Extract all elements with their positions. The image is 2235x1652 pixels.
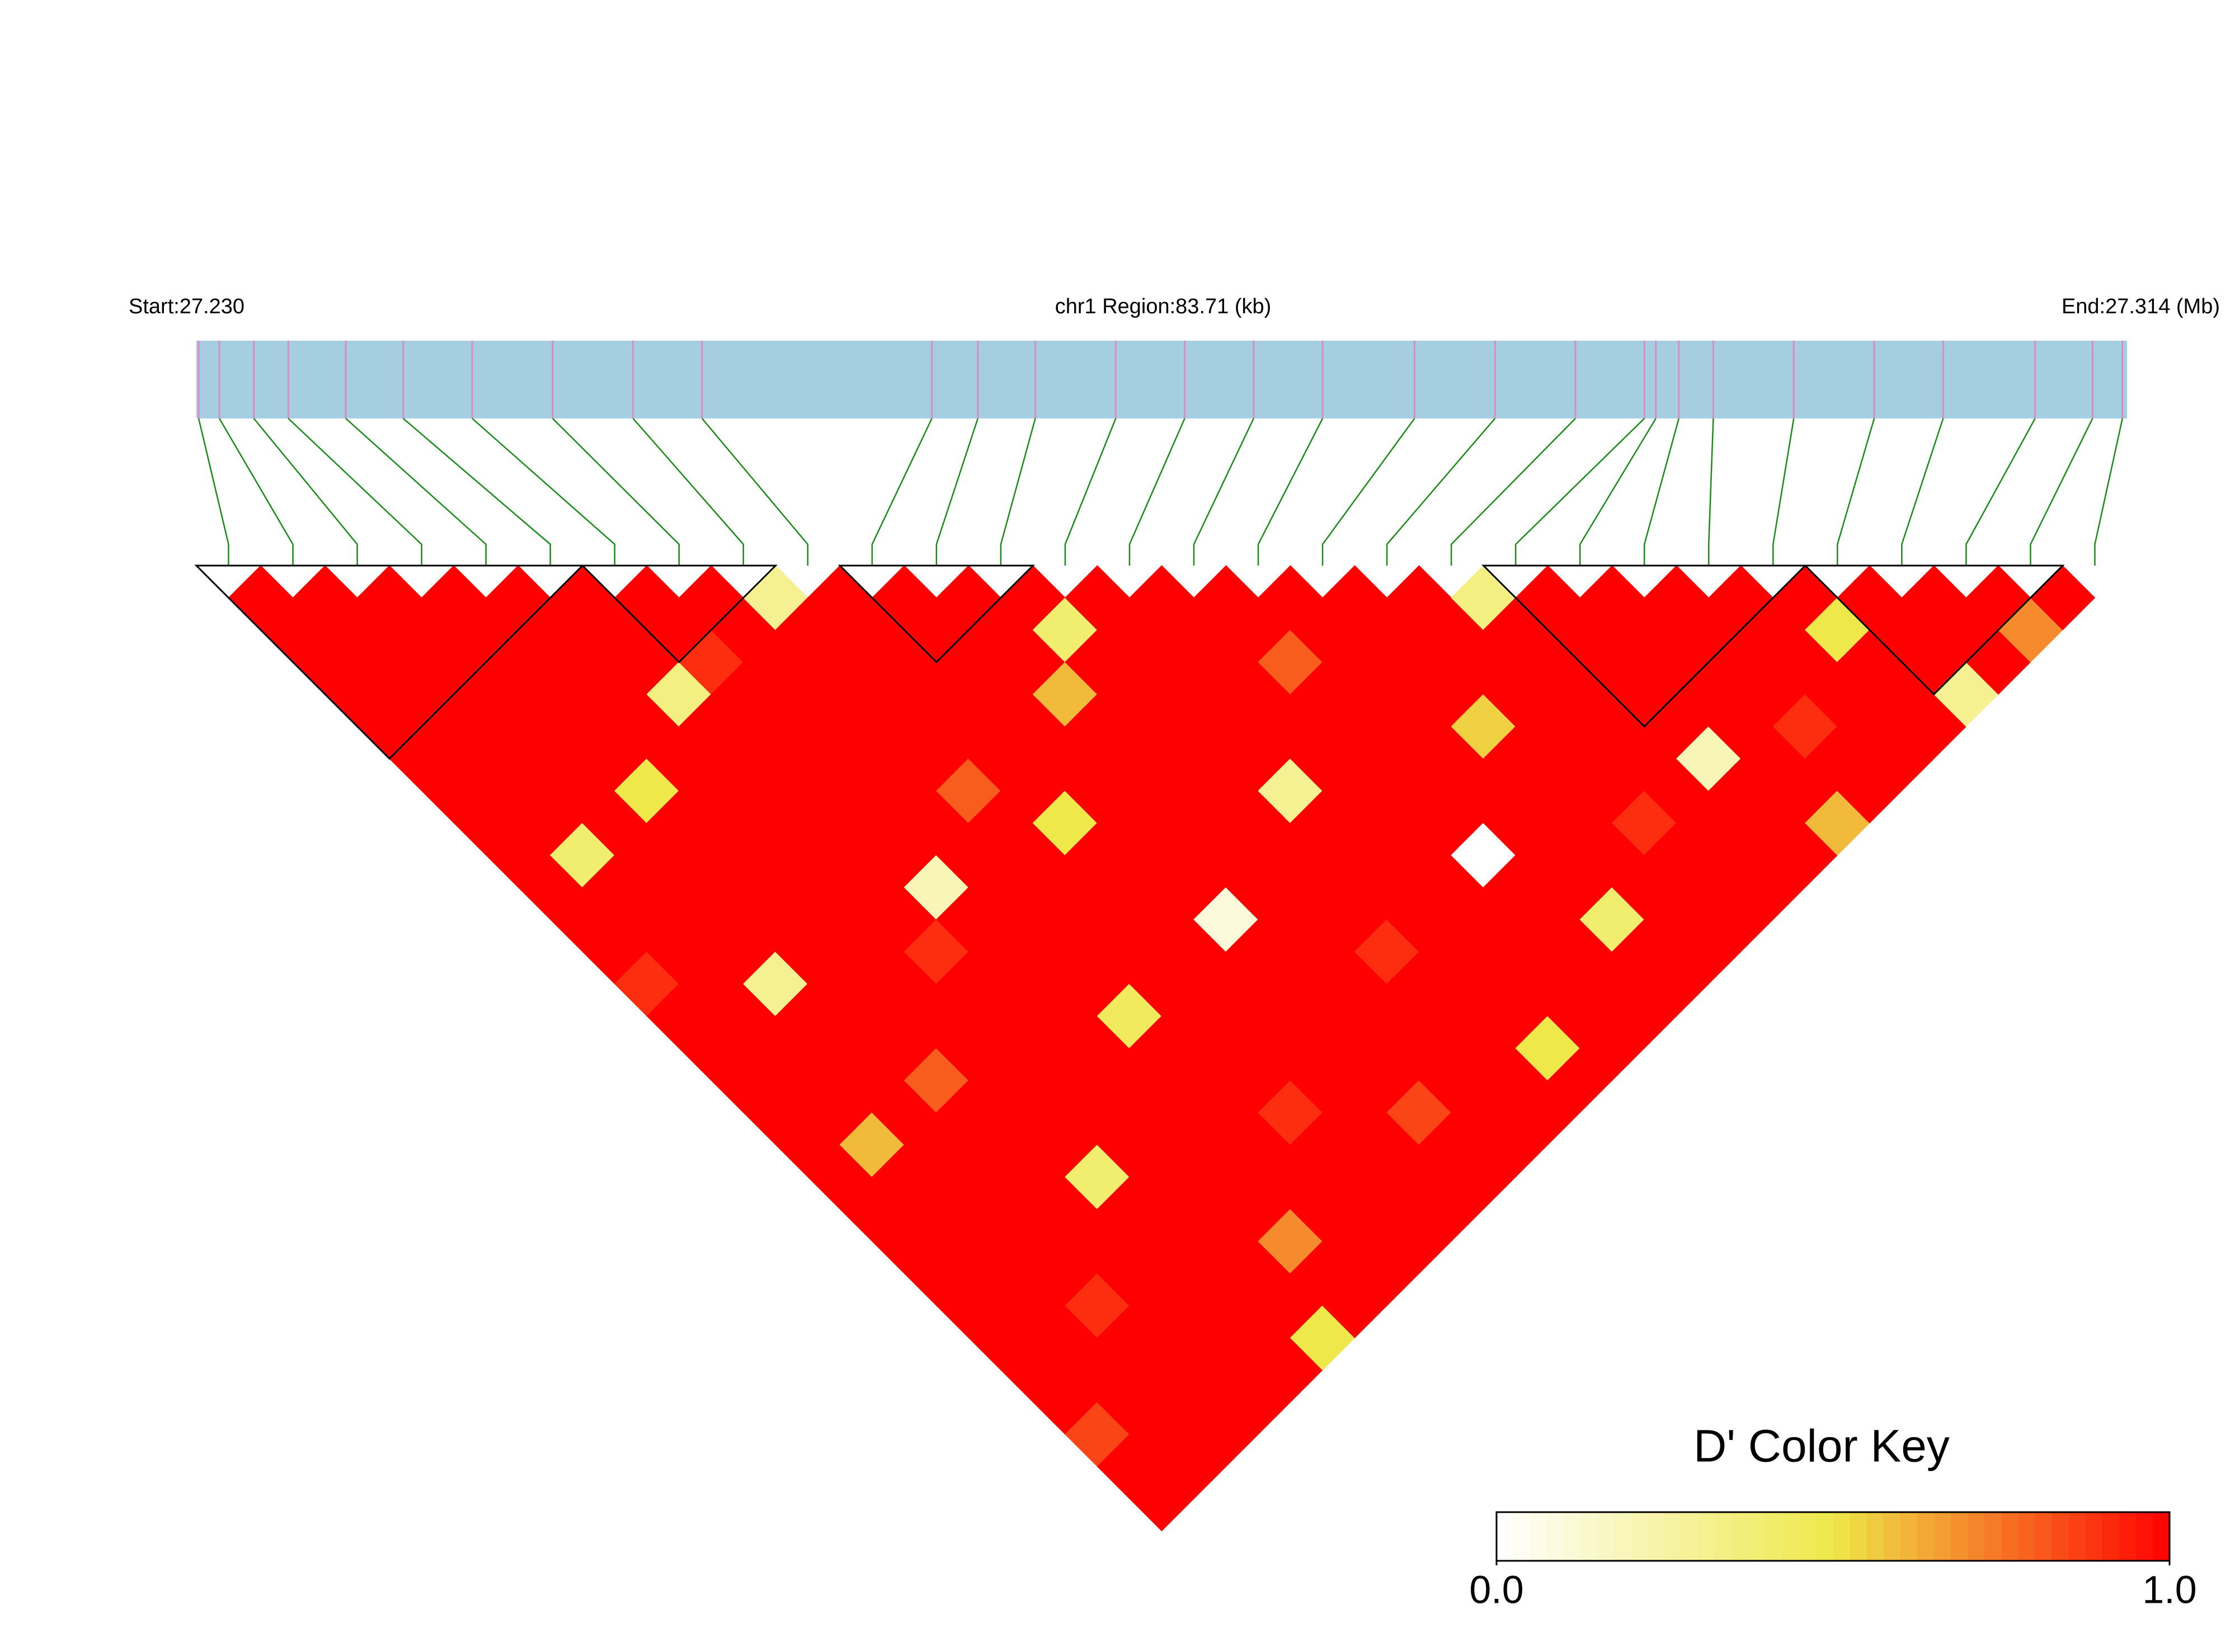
color-key-step — [2035, 1512, 2053, 1561]
color-key-step — [2068, 1512, 2086, 1561]
color-key-step — [1564, 1512, 1582, 1561]
snp-connector — [1901, 418, 1944, 566]
color-key-step — [1664, 1512, 1682, 1561]
legend-title: D' Color Key — [1693, 1421, 1950, 1472]
ld-block — [837, 564, 1036, 663]
snp-connector — [2094, 418, 2124, 566]
snp-connector — [1321, 418, 1415, 566]
color-key-step — [1782, 1512, 1800, 1561]
snp-connector — [701, 418, 809, 566]
color-key-step — [1850, 1512, 1867, 1561]
snp-connector — [1708, 418, 1714, 566]
color-key-step — [1614, 1512, 1632, 1561]
color-key-step — [1547, 1512, 1565, 1561]
ld-block — [1803, 564, 2065, 696]
color-key-step — [1799, 1512, 1817, 1561]
color-key-step — [1951, 1512, 1969, 1561]
color-key-step — [1984, 1512, 2002, 1561]
snp-connector — [345, 418, 487, 566]
color-key-step — [1816, 1512, 1834, 1561]
snp-connector — [1579, 418, 1657, 566]
end-label: End:27.314 (Mb) — [2062, 295, 2220, 318]
color-key-frame — [1495, 1511, 2171, 1562]
snp-connector — [402, 418, 551, 566]
ld-block — [1481, 564, 1808, 728]
snp-connector — [1514, 418, 1645, 566]
color-key-step — [1597, 1512, 1615, 1561]
color-key-step — [1866, 1512, 1884, 1561]
snp-connector — [1064, 418, 1117, 566]
color-key-step — [2001, 1512, 2019, 1561]
color-key-step — [1681, 1512, 1699, 1561]
ld-block — [580, 564, 778, 663]
snp-connector — [288, 418, 422, 566]
color-key-step — [1497, 1512, 1514, 1561]
color-key-step — [1833, 1512, 1851, 1561]
track — [196, 341, 2127, 418]
snp-connector — [1193, 418, 1254, 566]
color-key-tick-label: 1.0 — [2142, 1568, 2196, 1611]
snp-connector — [1000, 418, 1036, 566]
color-key-step — [1917, 1512, 1935, 1561]
snp-connector — [472, 418, 615, 566]
color-key-step — [1749, 1512, 1767, 1561]
start-label: Start:27.230 — [129, 295, 244, 318]
color-key-step — [1883, 1512, 1901, 1561]
snp-connector — [2030, 418, 2093, 566]
color-key-tick-label: 0.0 — [1469, 1568, 1523, 1611]
color-key-step — [2085, 1512, 2103, 1561]
snp-connector — [1450, 418, 1576, 566]
snp-connector — [632, 418, 745, 566]
snp-connector — [552, 418, 680, 566]
color-key-step — [1715, 1512, 1733, 1561]
snp-connector — [1644, 418, 1680, 566]
color-key-step — [1631, 1512, 1649, 1561]
snp-connector — [1837, 418, 1875, 566]
snp-connector — [253, 418, 358, 566]
color-key-step — [1900, 1512, 1918, 1561]
color-key-step — [1968, 1512, 1985, 1561]
color-key-step — [1580, 1512, 1598, 1561]
snp-connector — [1965, 418, 2036, 566]
color-key-step — [2052, 1512, 2069, 1561]
color-key-step — [2018, 1512, 2036, 1561]
color-key-step — [1766, 1512, 1784, 1561]
color-key-step — [1530, 1512, 1548, 1561]
snp-connector — [219, 418, 294, 566]
color-key-step — [2119, 1512, 2137, 1561]
snp-connector — [1386, 418, 1496, 566]
color-key-step — [1513, 1512, 1531, 1561]
snp-connector — [935, 418, 979, 566]
snp-connector — [197, 418, 229, 566]
snp-connector — [1772, 418, 1795, 566]
color-key-step — [2102, 1512, 2120, 1561]
snp-connector — [1257, 418, 1324, 566]
color-key-step — [1933, 1512, 1952, 1561]
snp-connector — [1128, 418, 1185, 566]
color-key-step — [2135, 1512, 2153, 1561]
color-key-step — [1698, 1512, 1716, 1561]
color-key-step — [1732, 1512, 1750, 1561]
ld-block — [194, 564, 585, 760]
color-key-step — [2152, 1512, 2170, 1561]
region-label: chr1 Region:83.71 (kb) — [1055, 295, 1272, 318]
color-key-step — [1648, 1512, 1665, 1561]
snp-connector — [871, 418, 933, 566]
